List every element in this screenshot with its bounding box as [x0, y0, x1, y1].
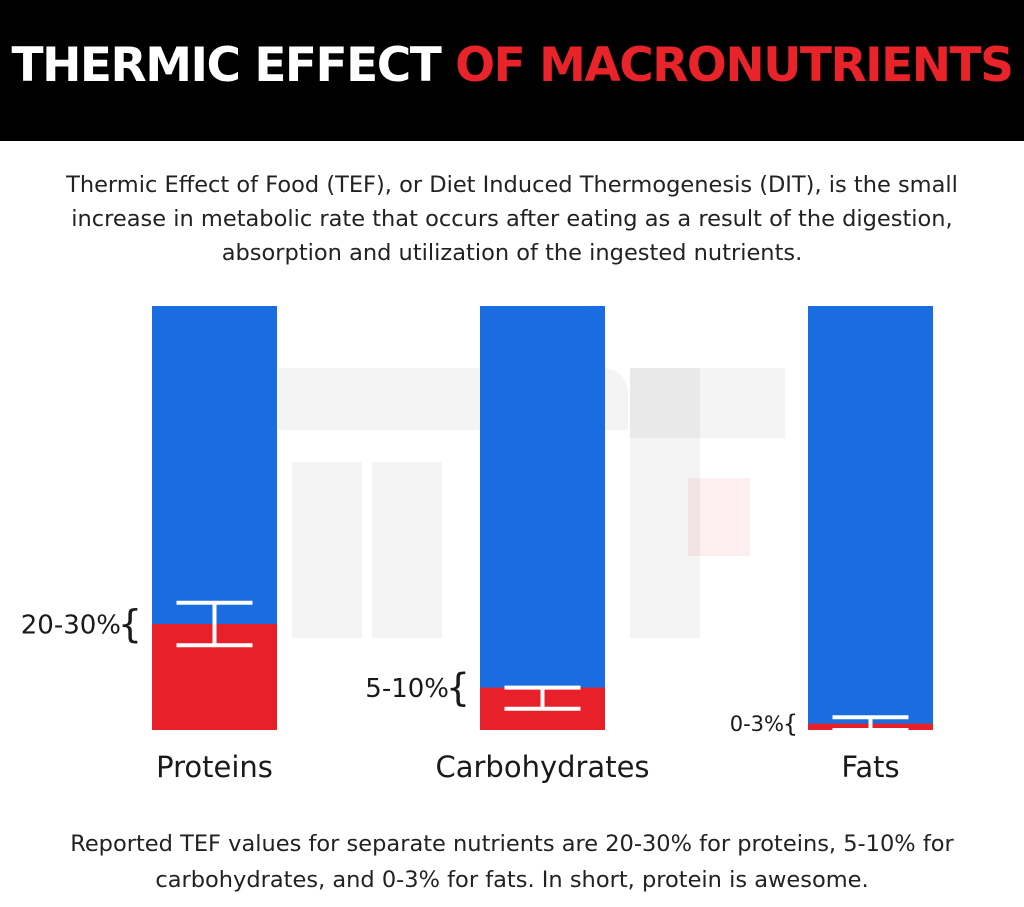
footer-paragraph: Reported TEF values for separate nutrien…: [30, 826, 994, 898]
range-brace-proteins: {: [118, 602, 142, 646]
intro-line: absorption and utilization of the ingest…: [221, 240, 803, 266]
range-label-carbohydrates: 5-10%: [365, 674, 449, 704]
bar-carbohydrates-blue: [480, 306, 605, 730]
title-part-white: THERMIC EFFECT: [11, 38, 456, 93]
category-label-carbohydrates: Carbohydrates: [435, 750, 649, 784]
bar-fats-blue: [808, 306, 933, 730]
watermark-accent: [688, 478, 750, 556]
header-banner: THERMIC EFFECT OF MACRONUTRIENTS: [0, 0, 1024, 141]
footer-line: Reported TEF values for separate nutrien…: [70, 831, 954, 857]
footer-line: carbohydrates, and 0-3% for fats. In sho…: [155, 867, 869, 893]
range-label-fats: 0-3%: [730, 712, 784, 736]
range-brace-fats: {: [783, 710, 798, 738]
tef-bar-chart: {20-30% Proteins {5-10% Carbohydrates {0-3% F…: [21, 306, 933, 784]
category-label-fats: Fats: [841, 750, 899, 784]
intro-paragraph: Thermic Effect of Food (TEF), or Diet In…: [30, 168, 994, 270]
intro-line: Thermic Effect of Food (TEF), or Diet In…: [66, 172, 958, 198]
range-brace-carbohydrates: {: [446, 666, 470, 710]
category-label-proteins: Proteins: [156, 750, 273, 784]
title-part-red: OF MACRONUTRIENTS: [455, 38, 1014, 93]
watermark-logo: [278, 368, 785, 638]
range-label-proteins: 20-30%: [21, 610, 121, 640]
page-title: THERMIC EFFECT OF MACRONUTRIENTS: [0, 36, 1024, 96]
intro-line: increase in metabolic rate that occurs a…: [71, 206, 953, 232]
